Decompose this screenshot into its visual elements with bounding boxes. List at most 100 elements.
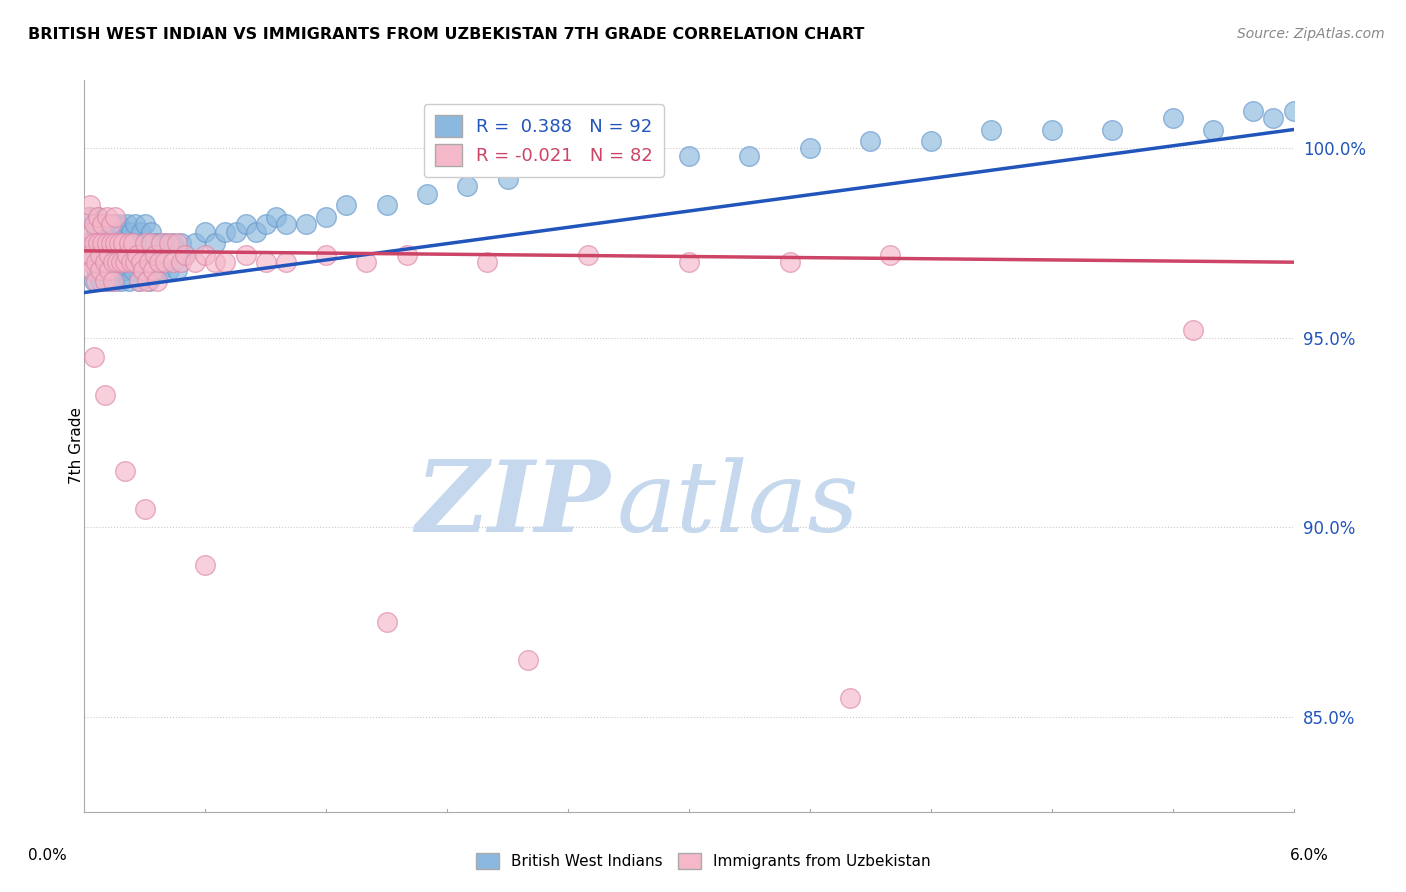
Point (162, 236, 184, 251)
Point (87, 236, 110, 251)
Point (859, 134, 882, 148)
Point (157, 262, 180, 277)
Point (194, 558, 217, 573)
Point (254, 217, 277, 231)
Point (375, 615, 398, 630)
Point (1282, 103, 1305, 118)
Point (125, 247, 148, 261)
Legend: British West Indians, Immigrants from Uzbekistan: British West Indians, Immigrants from Uz… (470, 847, 936, 875)
Point (100, 225, 122, 239)
Point (91, 217, 114, 231)
Point (97, 274, 120, 288)
Point (134, 236, 156, 251)
Point (111, 225, 134, 239)
Point (96, 210, 118, 224)
Point (101, 217, 124, 231)
Point (105, 255, 128, 269)
Point (86, 255, 108, 269)
Point (274, 255, 297, 269)
Point (118, 274, 141, 288)
Point (225, 225, 247, 239)
Point (135, 274, 157, 288)
Point (194, 225, 217, 239)
Point (174, 247, 197, 261)
Point (356, 255, 378, 269)
Point (315, 247, 337, 261)
Point (89, 255, 111, 269)
Point (245, 225, 267, 239)
Point (75, 236, 97, 251)
Point (121, 236, 143, 251)
Point (149, 236, 172, 251)
Point (184, 255, 207, 269)
Point (110, 247, 132, 261)
Point (104, 236, 127, 251)
Point (274, 217, 297, 231)
Point (738, 149, 761, 163)
Y-axis label: 7th Grade: 7th Grade (69, 408, 83, 484)
Point (100, 262, 122, 277)
Point (1202, 122, 1225, 136)
Point (142, 262, 165, 277)
Text: 0.0%: 0.0% (28, 848, 67, 863)
Point (83, 217, 105, 231)
Point (101, 255, 124, 269)
Point (104, 274, 127, 288)
Point (132, 262, 155, 277)
Point (96, 217, 118, 231)
Legend: R =  0.388   N = 92, R = -0.021   N = 82: R = 0.388 N = 92, R = -0.021 N = 82 (423, 104, 664, 177)
Point (143, 236, 166, 251)
Point (138, 255, 160, 269)
Point (104, 247, 127, 261)
Point (395, 247, 418, 261)
Point (1161, 111, 1184, 125)
Point (557, 161, 579, 175)
Point (143, 247, 166, 261)
Point (87, 210, 110, 224)
Point (617, 161, 640, 175)
Point (254, 255, 277, 269)
Point (162, 255, 184, 269)
Point (214, 225, 236, 239)
Point (142, 262, 165, 277)
Point (129, 225, 152, 239)
Point (87, 236, 110, 251)
Point (83, 217, 105, 231)
Point (128, 274, 150, 288)
Point (96, 236, 118, 251)
Point (335, 198, 357, 212)
Point (93, 262, 115, 277)
Point (184, 236, 207, 251)
Point (120, 225, 142, 239)
Point (91, 217, 114, 231)
Point (166, 236, 188, 251)
Text: atlas: atlas (616, 457, 859, 552)
Point (779, 255, 801, 269)
Point (416, 186, 439, 201)
Point (264, 210, 287, 224)
Point (120, 255, 142, 269)
Point (83, 274, 105, 288)
Point (83, 236, 105, 251)
Point (124, 236, 146, 251)
Point (146, 274, 169, 288)
Point (148, 255, 170, 269)
Point (516, 653, 538, 667)
Point (174, 247, 197, 261)
Point (799, 141, 821, 155)
Point (1263, 111, 1285, 125)
Point (879, 247, 901, 261)
Point (1040, 122, 1063, 136)
Point (82, 225, 104, 239)
Point (170, 255, 193, 269)
Point (124, 255, 146, 269)
Point (89, 247, 111, 261)
Point (1181, 323, 1204, 337)
Point (77, 255, 100, 269)
Point (93, 388, 115, 402)
Point (110, 255, 132, 269)
Point (315, 210, 337, 224)
Point (678, 149, 700, 163)
Point (148, 236, 170, 251)
Point (477, 255, 499, 269)
